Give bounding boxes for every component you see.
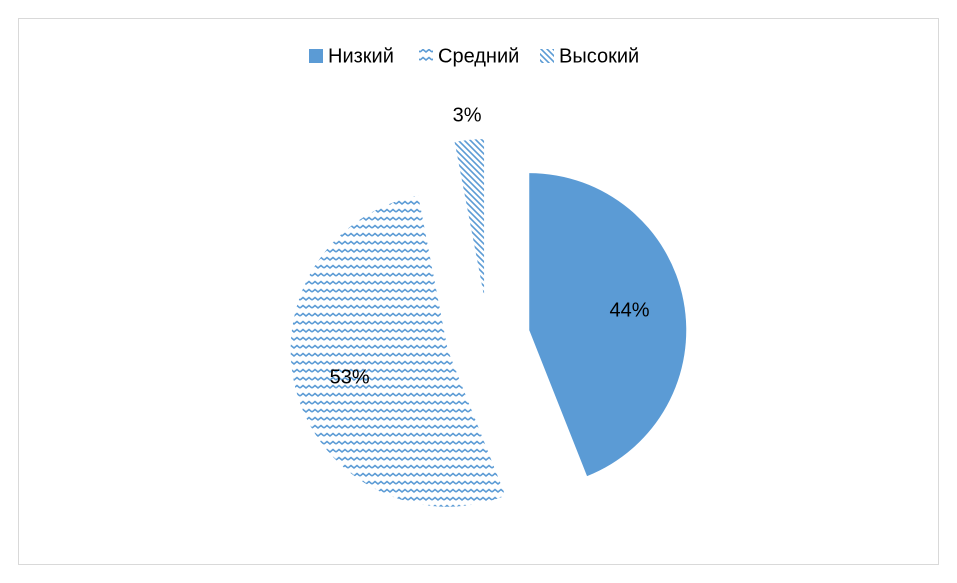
pie-slice — [529, 173, 687, 477]
legend-label: Низкий — [328, 45, 394, 67]
data-label: 44% — [609, 299, 649, 321]
legend-swatch — [419, 49, 433, 63]
legend-swatch — [309, 49, 323, 63]
legend-swatch — [540, 49, 554, 63]
legend-label: Средний — [438, 45, 519, 67]
data-label: 3% — [453, 105, 482, 127]
legend-label: Высокий — [559, 45, 639, 67]
pie-slice — [290, 195, 506, 507]
data-label: 53% — [330, 366, 370, 388]
pie-slice — [454, 139, 485, 297]
